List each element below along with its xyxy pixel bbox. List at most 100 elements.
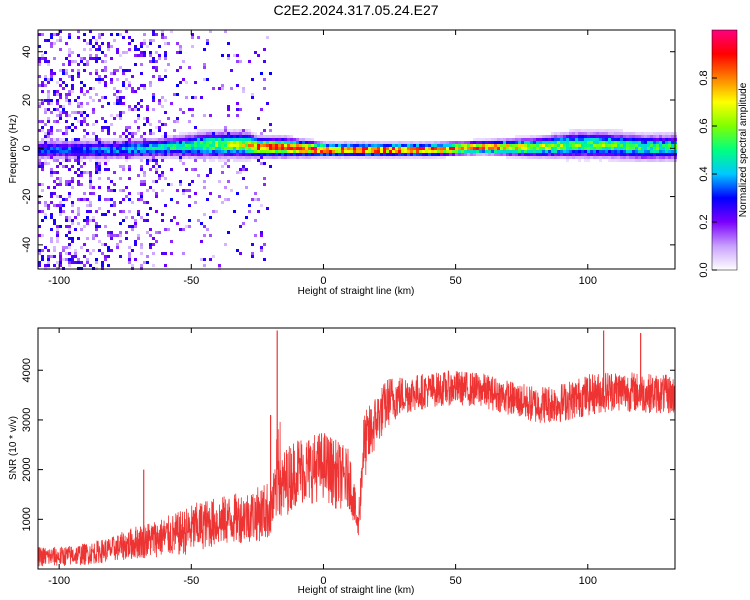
spectrogram-cell	[59, 48, 62, 51]
spectrogram-cell	[623, 135, 626, 138]
spectrogram-cell	[95, 138, 98, 141]
spectrogram-cell	[59, 195, 62, 198]
spectrogram-cell	[74, 216, 77, 219]
spectrogram-cell	[551, 147, 554, 150]
spectrogram-cell	[173, 141, 176, 144]
spectrogram-cell	[626, 135, 629, 138]
spectrogram-cell	[551, 132, 554, 135]
spectrogram-cell	[311, 150, 314, 153]
spectrogram-cell	[107, 234, 110, 237]
spectrogram-cell	[83, 120, 86, 123]
spectrogram-cell	[74, 117, 77, 120]
spectrogram-cell	[659, 141, 662, 144]
spectrogram-cell	[227, 141, 230, 144]
spectrogram-cell	[149, 138, 152, 141]
spectrogram-cell	[218, 129, 221, 132]
spectrogram-cell	[482, 138, 485, 141]
spectrogram-cell	[38, 183, 41, 186]
spectrogram-cell	[470, 153, 473, 156]
spectrogram-cell	[140, 264, 143, 267]
spectrogram-cell	[287, 147, 290, 150]
spectrogram-cell	[62, 246, 65, 249]
spectrogram-cell	[647, 132, 650, 135]
spectrogram-cell	[116, 33, 119, 36]
spectrogram-cell	[101, 141, 104, 144]
spectrogram-cell	[224, 141, 227, 144]
spectrogram-cell	[110, 231, 113, 234]
spectrogram-cell	[323, 153, 326, 156]
spectrogram-cell	[398, 141, 401, 144]
spectrogram-cell	[98, 249, 101, 252]
spectrogram-cell	[104, 60, 107, 63]
spectrogram-cell	[65, 216, 68, 219]
spectrogram-cell	[629, 132, 632, 135]
spectrogram-cell	[65, 156, 68, 159]
spectrogram-cell	[56, 153, 59, 156]
spectrogram-cell	[476, 144, 479, 147]
spectrogram-cell	[110, 123, 113, 126]
spectrogram-cell	[587, 147, 590, 150]
spectrogram-cell	[338, 147, 341, 150]
spectrogram-cell	[71, 177, 74, 180]
spectrogram-cell	[653, 153, 656, 156]
spectrogram-cell	[200, 240, 203, 243]
spectrogram-cell	[179, 132, 182, 135]
spectrogram-cell	[425, 144, 428, 147]
spectrogram-cell	[221, 54, 224, 57]
spectrogram-cell	[587, 132, 590, 135]
spectrogram-cell	[299, 150, 302, 153]
spectrogram-cell	[239, 171, 242, 174]
spectrogram-cell	[68, 93, 71, 96]
spectrogram-cell	[218, 159, 221, 162]
spectrogram-cell	[119, 153, 122, 156]
spectrogram-cell	[578, 135, 581, 138]
spectrogram-cell	[608, 159, 611, 162]
spectrogram-cell	[56, 144, 59, 147]
spectrogram-cell	[53, 147, 56, 150]
spectrogram-cell	[71, 261, 74, 264]
spectrogram-cell	[149, 54, 152, 57]
spectrogram-cell	[212, 159, 215, 162]
spectrogram-cell	[656, 156, 659, 159]
spectrogram-cell	[50, 144, 53, 147]
spectrogram-y-tick-label: 40	[21, 46, 33, 58]
spectrogram-cell	[86, 132, 89, 135]
spectrogram-cell	[662, 156, 665, 159]
spectrogram-cell	[671, 150, 674, 153]
spectrogram-cell	[338, 141, 341, 144]
spectrogram-cell	[131, 87, 134, 90]
spectrogram-cell	[284, 156, 287, 159]
spectrogram-cell	[212, 132, 215, 135]
spectrogram-cell	[233, 54, 236, 57]
spectrogram-cell	[476, 147, 479, 150]
spectrogram-cell	[212, 129, 215, 132]
spectrogram-cell	[44, 60, 47, 63]
spectrogram-cell	[389, 141, 392, 144]
spectrogram-cell	[92, 99, 95, 102]
spectrogram-cell	[47, 117, 50, 120]
spectrogram-cell	[557, 153, 560, 156]
spectrogram-cell	[335, 144, 338, 147]
spectrogram-cell	[344, 144, 347, 147]
spectrogram-cell	[56, 108, 59, 111]
spectrogram-cell	[119, 114, 122, 117]
spectrogram-cell	[209, 135, 212, 138]
spectrogram-cell	[146, 219, 149, 222]
spectrogram-cell	[83, 225, 86, 228]
spectrogram-cell	[575, 132, 578, 135]
spectrogram-cell	[611, 150, 614, 153]
spectrogram-cell	[152, 99, 155, 102]
spectrogram-cell	[206, 132, 209, 135]
spectrogram-cell	[389, 144, 392, 147]
spectrogram-cell	[107, 231, 110, 234]
spectrogram-cell	[281, 141, 284, 144]
spectrogram-cell	[632, 138, 635, 141]
spectrogram-cell	[161, 96, 164, 99]
spectrogram-cell	[71, 204, 74, 207]
spectrogram-cell	[584, 150, 587, 153]
spectrogram-cell	[119, 240, 122, 243]
spectrogram-cell	[377, 153, 380, 156]
spectrogram-cell	[140, 147, 143, 150]
spectrogram-cell	[329, 153, 332, 156]
spectrogram-cell	[635, 147, 638, 150]
